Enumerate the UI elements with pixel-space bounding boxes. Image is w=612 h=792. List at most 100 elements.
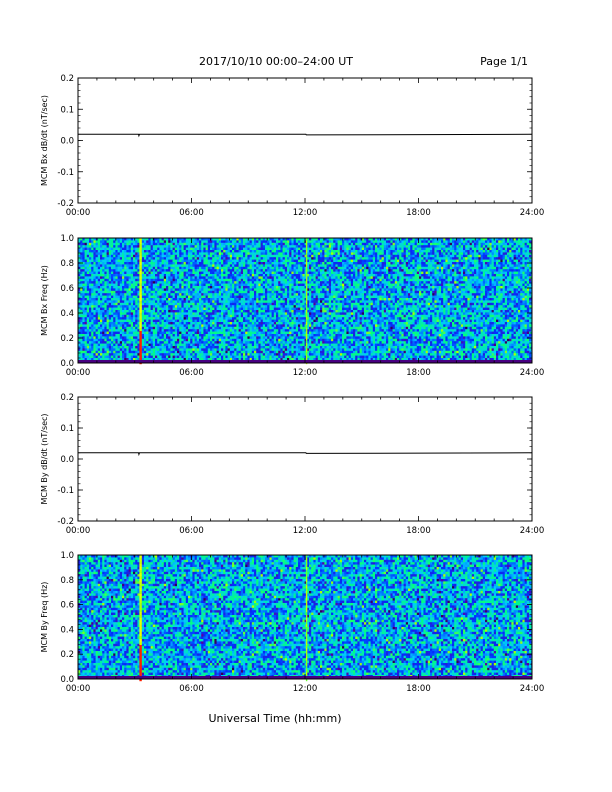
spectrogram-cell — [104, 290, 107, 294]
spectrogram-cell — [342, 245, 345, 248]
spectrogram-cell — [491, 257, 495, 260]
spectrogram-cell — [381, 269, 385, 272]
spectrogram-cell — [249, 266, 253, 270]
spectrogram-cell — [207, 288, 211, 292]
spectrogram-cell — [265, 286, 268, 289]
spectrogram-cell — [502, 264, 506, 268]
spectrogram-cell — [454, 288, 457, 292]
spectrogram-cell — [353, 266, 356, 270]
spectrogram-cell — [247, 269, 250, 272]
spectrogram-cell — [174, 293, 178, 296]
spectrogram-cell — [104, 288, 107, 292]
spectrogram-cell — [507, 242, 510, 246]
spectrogram-cell — [520, 245, 523, 248]
spectrogram-cell — [328, 250, 332, 253]
spectrogram-cell — [333, 240, 336, 244]
spectrogram-cell — [480, 283, 484, 287]
spectrogram-cell — [119, 288, 123, 292]
spectrogram-cell — [168, 290, 171, 294]
spectrogram-cell — [240, 290, 244, 294]
spectrogram-cell — [485, 254, 488, 258]
spectrogram-cell — [434, 283, 437, 287]
spectrogram-cell — [185, 269, 189, 272]
spectrogram-cell — [240, 240, 244, 244]
spectrogram-cell — [381, 276, 385, 280]
spectrogram-cell — [348, 271, 352, 275]
spectrogram-cell — [526, 240, 530, 244]
spectrogram-cell — [469, 288, 473, 292]
spectrogram-cell — [504, 254, 508, 258]
spectrogram-cell — [205, 245, 209, 248]
spectrogram-cell — [183, 242, 187, 246]
spectrogram-cell — [298, 266, 301, 270]
spectrogram-cell — [399, 247, 402, 251]
spectrogram-cell — [489, 252, 492, 256]
spectrogram-cell — [518, 276, 521, 280]
spectrogram-cell — [196, 262, 200, 265]
spectrogram-cell — [271, 271, 275, 275]
spectrogram-cell — [150, 238, 154, 241]
spectrogram-cell — [471, 252, 475, 256]
spectrogram-cell — [353, 262, 356, 265]
spectrogram-cell — [183, 247, 187, 251]
spectrogram-cell — [181, 247, 184, 251]
spectrogram-cell — [82, 259, 85, 263]
spectrogram-cell — [254, 281, 257, 284]
spectrogram-cell — [245, 286, 248, 289]
spectrogram-cell — [366, 281, 369, 284]
spectrogram-cell — [379, 247, 382, 251]
spectrogram-cell — [386, 247, 389, 251]
spectrogram-cell — [287, 286, 290, 289]
spectrogram-cell — [507, 271, 510, 275]
spectrogram-cell — [410, 262, 413, 265]
spectrogram-cell — [249, 288, 253, 292]
spectrogram-cell — [146, 271, 149, 275]
spectrogram-cell — [86, 238, 90, 241]
spectrogram-cell — [137, 257, 140, 260]
spectrogram-cell — [465, 288, 468, 292]
spectrogram-cell — [115, 274, 118, 277]
spectrogram-cell — [436, 257, 440, 260]
spectrogram-cell — [375, 254, 378, 258]
spectrogram-cell — [502, 238, 506, 241]
spectrogram-cell — [302, 238, 305, 241]
spectrogram-cell — [386, 254, 389, 258]
spectrogram-cell — [313, 247, 316, 251]
spectrogram-cell — [111, 242, 114, 246]
spectrogram-cell — [399, 259, 402, 263]
spectrogram-cell — [249, 259, 253, 263]
spectrogram-cell — [265, 262, 268, 265]
spectrogram-cell — [201, 276, 204, 280]
spectrogram-cell — [467, 238, 470, 241]
spectrogram-cell — [423, 250, 426, 253]
spectrogram-cell — [401, 283, 404, 287]
spectrogram-cell — [368, 262, 371, 265]
spectrogram-cell — [469, 254, 473, 258]
spectrogram-cell — [256, 257, 259, 260]
spectrogram-cell — [170, 242, 173, 246]
spectrogram-cell — [344, 264, 347, 268]
spectrogram-cell — [210, 240, 213, 244]
spectrogram-cell — [108, 271, 112, 275]
spectrogram-cell — [366, 257, 369, 260]
spectrogram-cell — [102, 286, 105, 289]
spectrogram-cell — [227, 269, 231, 272]
spectrogram-cell — [221, 266, 224, 270]
spectrogram-cell — [526, 238, 530, 241]
spectrogram-cell — [210, 259, 213, 263]
spectrogram-cell — [152, 247, 156, 251]
spectrogram-cell — [159, 262, 162, 265]
spectrogram-cell — [82, 252, 85, 256]
spectrogram-cell — [150, 242, 154, 246]
spectrogram-cell — [410, 259, 413, 263]
spectrogram-cell — [410, 283, 413, 287]
spectrogram-cell — [273, 269, 277, 272]
spectrogram-cell — [238, 271, 242, 275]
spectrogram-cell — [370, 269, 374, 272]
spectrogram-cell — [150, 271, 154, 275]
spectrogram-cell — [335, 257, 338, 260]
spectrogram-cell — [377, 240, 380, 244]
spectrogram-cell — [465, 250, 468, 253]
spectrogram-cell — [251, 262, 255, 265]
spectrogram-cell — [405, 266, 409, 270]
